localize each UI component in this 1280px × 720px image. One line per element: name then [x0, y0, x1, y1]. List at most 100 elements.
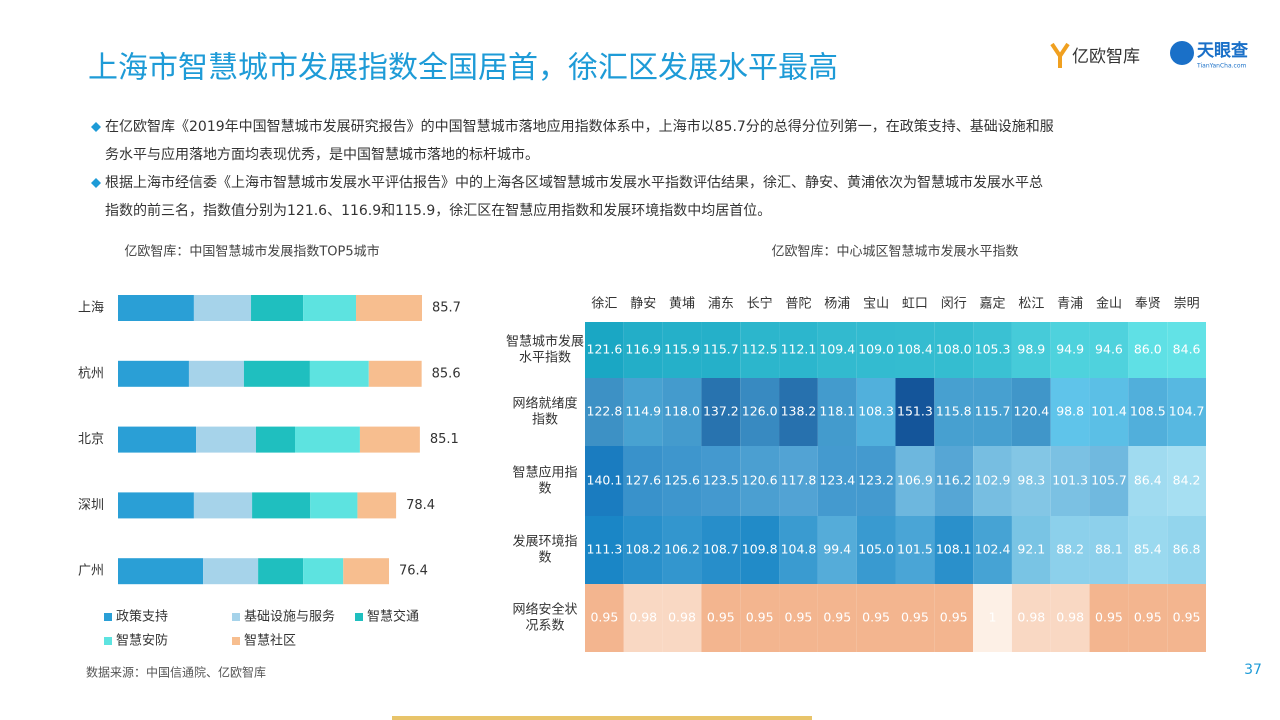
- cell-label: 88.2: [1056, 542, 1084, 557]
- cell-label: 106.9: [897, 473, 933, 488]
- heat-cell: [817, 516, 857, 584]
- cell-label: 102.4: [975, 542, 1011, 557]
- cell-label: 101.5: [897, 542, 933, 557]
- heat-cell: [740, 378, 780, 446]
- cell-label: 116.9: [625, 342, 661, 357]
- column-label: 闵行: [941, 297, 967, 312]
- cell-label: 105.7: [1091, 473, 1127, 488]
- cell-label: 127.6: [625, 473, 661, 488]
- bar-segment: [295, 426, 360, 453]
- column-label: 普陀: [785, 296, 811, 312]
- heat-cell: [1167, 322, 1206, 378]
- heat-cell: [1128, 322, 1168, 378]
- cell-label: 123.5: [703, 473, 739, 488]
- cell-label: 0.95: [940, 610, 968, 625]
- legend-label: 智慧交通: [367, 609, 419, 625]
- heat-cell: [662, 378, 702, 446]
- column-label: 青浦: [1057, 297, 1083, 312]
- logo-icon: [1050, 42, 1070, 68]
- heat-cell: [779, 322, 818, 378]
- column-label: 松江: [1018, 297, 1044, 312]
- cell-label: 120.4: [1013, 404, 1049, 419]
- heat-cell: [1167, 584, 1206, 652]
- heat-cell: [1050, 322, 1090, 378]
- heat-cell: [701, 378, 741, 446]
- cell-label: 92.1: [1017, 542, 1045, 557]
- heat-cell: [585, 322, 624, 378]
- cell-label: 112.1: [781, 342, 817, 357]
- heat-cell: [1089, 446, 1129, 516]
- bar-segment: [118, 426, 197, 453]
- bar-segment: [196, 426, 256, 453]
- heat-cell: [585, 584, 624, 652]
- bar-segment: [252, 492, 311, 519]
- cell-label: 0.95: [707, 610, 735, 625]
- heat-cell: [973, 446, 1012, 516]
- bar-segment: [203, 558, 259, 585]
- cell-label: 0.95: [785, 610, 813, 625]
- column-label: 黄埔: [669, 297, 695, 312]
- heat-cell: [662, 516, 702, 584]
- cell-label: 94.6: [1095, 342, 1123, 357]
- heat-cell: [934, 446, 974, 516]
- heat-cell: [856, 322, 896, 378]
- legend-label: 政策支持: [116, 609, 168, 625]
- bar-segment: [303, 295, 357, 321]
- legend-swatch: [104, 613, 112, 621]
- column-label: 奉贤: [1135, 297, 1161, 312]
- heat-cell: [1050, 516, 1090, 584]
- heat-cell: [1011, 584, 1051, 652]
- y-tick-label: 深圳: [78, 498, 104, 513]
- heat-cell: [895, 446, 935, 516]
- heat-cell: [1128, 516, 1168, 584]
- total-label: 78.4: [406, 498, 435, 513]
- heat-cell: [1128, 584, 1168, 652]
- heat-cell: [1089, 322, 1129, 378]
- bar-segment: [359, 426, 420, 453]
- heat-cell: [662, 584, 702, 652]
- source: 数据来源：中国信通院、亿欧智库: [86, 665, 266, 680]
- cell-label: 123.4: [819, 473, 855, 488]
- heat-cell: [934, 378, 974, 446]
- bar-segment: [357, 492, 397, 519]
- cell-label: 118.0: [664, 404, 700, 419]
- cell-label: 0.95: [901, 610, 929, 625]
- cell-label: 115.8: [936, 404, 972, 419]
- total-label: 76.4: [399, 564, 428, 579]
- heat-cell: [856, 516, 896, 584]
- cell-label: 98.8: [1056, 404, 1084, 419]
- bar-segment: [193, 492, 253, 519]
- cell-label: 151.3: [897, 404, 933, 419]
- cell-label: 0.95: [1134, 610, 1162, 625]
- heat-cell: [973, 322, 1012, 378]
- heat-cell: [895, 516, 935, 584]
- cell-label: 109.4: [819, 342, 855, 357]
- heat-cell: [1167, 446, 1206, 516]
- heat-cell: [973, 584, 1012, 652]
- heat-cell: [856, 378, 896, 446]
- heat-cell: [623, 446, 663, 516]
- heat-cell: [895, 322, 935, 378]
- legend-label: 智慧社区: [244, 633, 296, 649]
- total-label: 85.1: [430, 432, 459, 447]
- page-number: 37: [1244, 662, 1262, 678]
- row-label: 网络安全状: [512, 602, 577, 618]
- row-label: 智慧城市发展: [506, 334, 584, 350]
- logo-text: 天眼查: [1197, 40, 1249, 61]
- cell-label: 123.2: [858, 473, 894, 488]
- legend-label: 基础设施与服务: [244, 609, 335, 625]
- heat-cell: [623, 378, 663, 446]
- cell-label: 0.95: [746, 610, 774, 625]
- bar-segment: [356, 295, 422, 321]
- logo-text: TianYanCha.com: [1196, 63, 1246, 70]
- heat-cell: [779, 584, 818, 652]
- cell-label: 0.98: [1056, 610, 1084, 625]
- cell-label: 108.5: [1130, 404, 1166, 419]
- heat-cell: [1050, 378, 1090, 446]
- heat-cell: [856, 446, 896, 516]
- cell-label: 102.9: [975, 473, 1011, 488]
- heat-cell: [934, 516, 974, 584]
- cell-label: 0.98: [668, 610, 696, 625]
- cell-label: 101.3: [1052, 473, 1088, 488]
